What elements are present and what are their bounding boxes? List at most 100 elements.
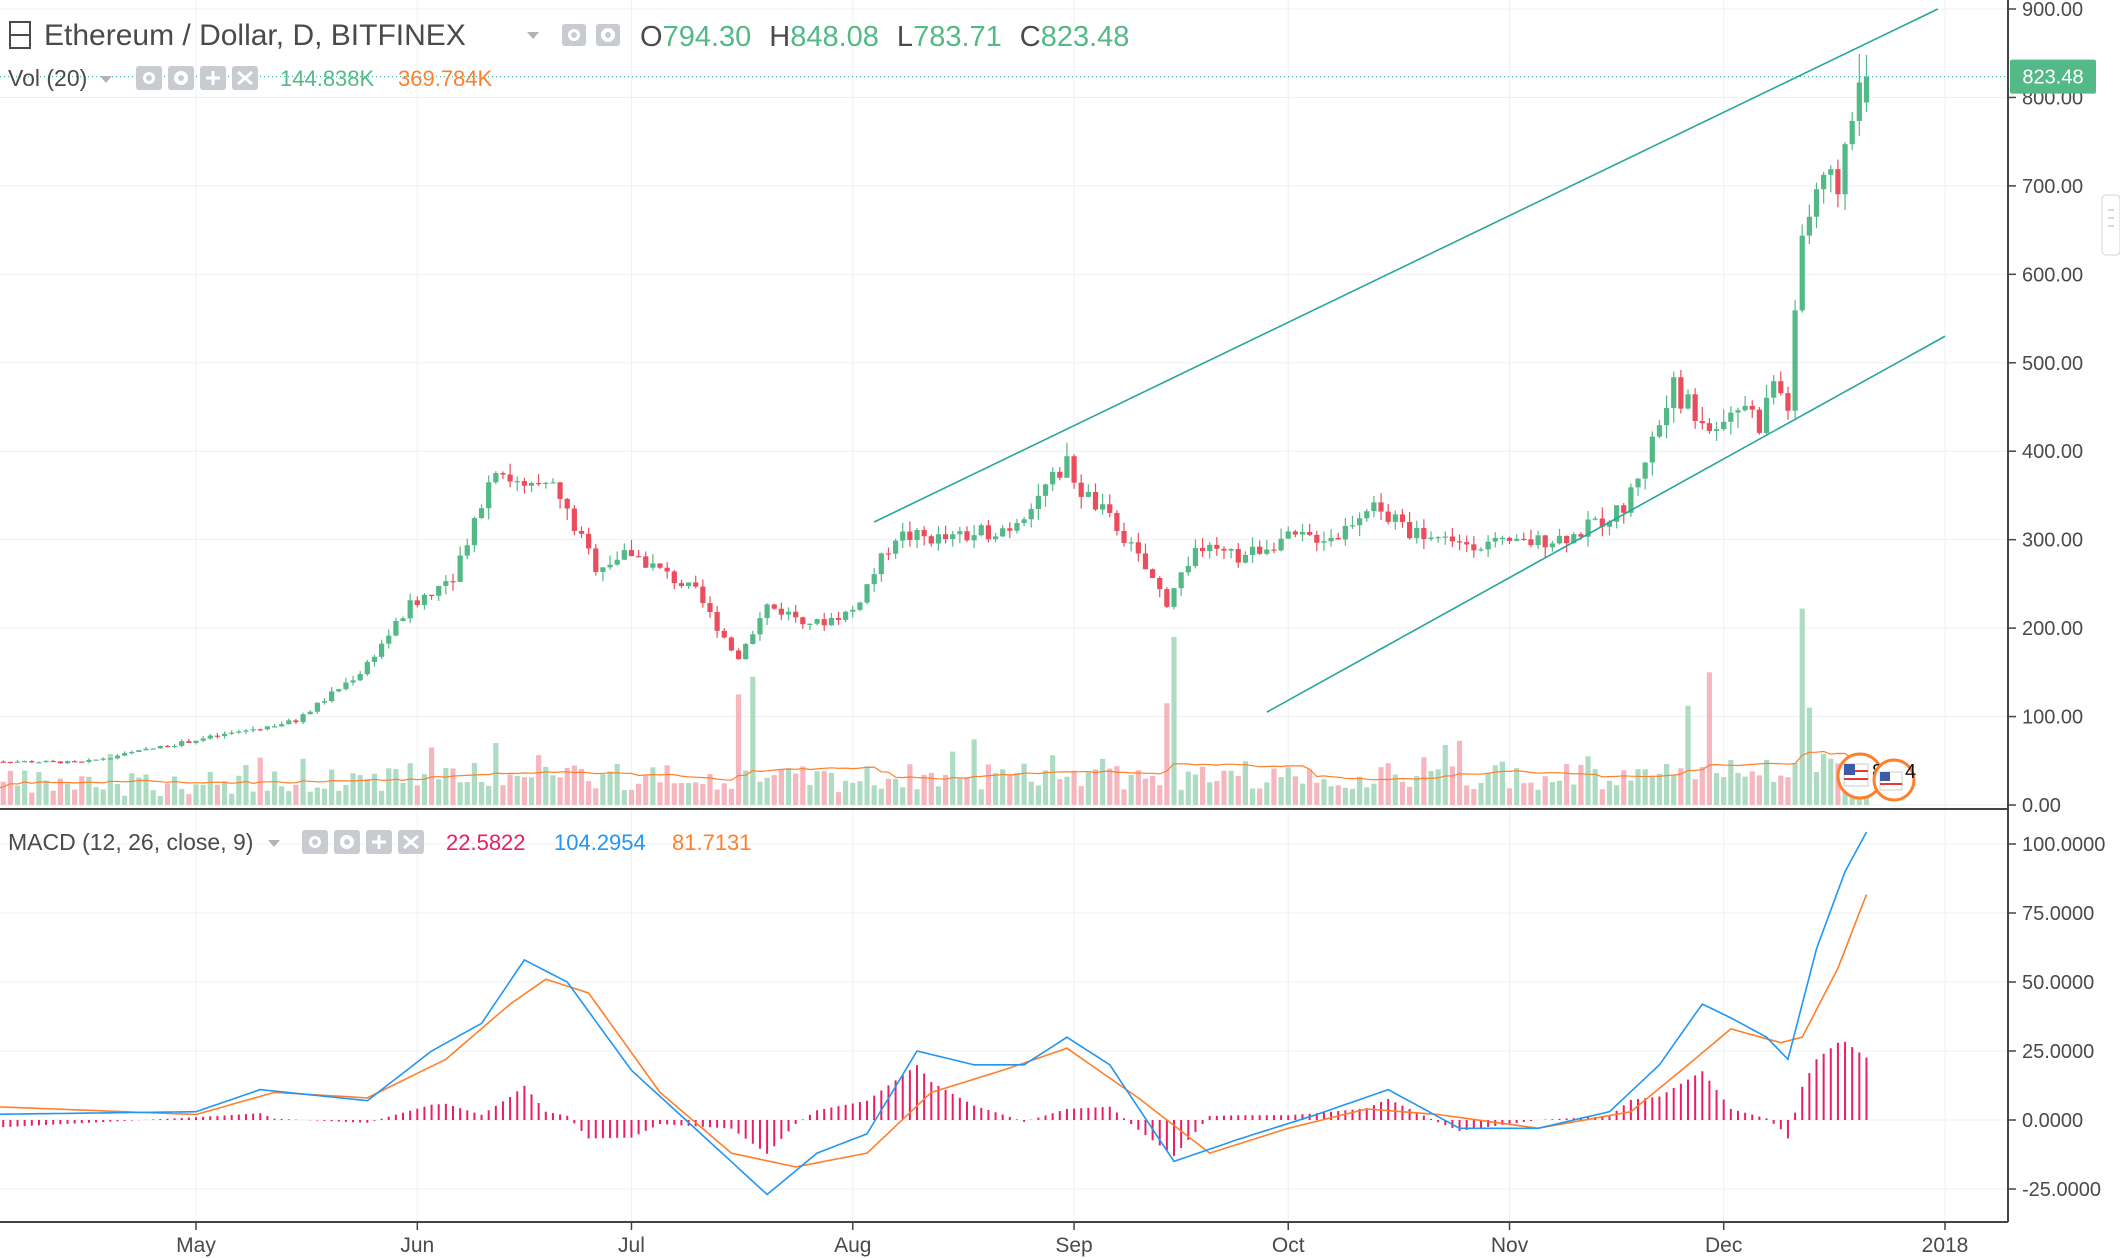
candle-body: [628, 550, 635, 557]
trendline-upper[interactable]: [873, 8, 1939, 523]
price-axis-label: 700.00: [2022, 176, 2083, 198]
time-axis-label: May: [176, 1234, 216, 1257]
volume-bar: [871, 785, 877, 805]
trendlines[interactable]: [873, 8, 1946, 713]
volume-bar: [1192, 774, 1199, 805]
macd-remove-icon[interactable]: [398, 830, 424, 854]
candle-body: [321, 701, 328, 703]
dividends-badge[interactable]: 4: [1872, 758, 1916, 802]
volume-bar: [1749, 771, 1755, 805]
volume-add-icon[interactable]: [200, 66, 226, 90]
candle-body: [1521, 538, 1527, 541]
candle-body: [671, 571, 677, 584]
volume-bar: [1564, 764, 1570, 805]
macd-study-label[interactable]: MACD (12, 26, close, 9): [8, 829, 253, 855]
ohlc-high-value: 848.08: [790, 21, 879, 53]
candle-body: [1314, 534, 1320, 543]
macd-signal-value: 81.7131: [672, 830, 752, 855]
candle-body: [685, 582, 692, 586]
symbol-title[interactable]: Ethereum / Dollar, D, BITFINEX: [44, 19, 466, 52]
volume-visibility-icon[interactable]: [136, 66, 162, 90]
ohlc-close-value: 823.48: [1041, 21, 1130, 53]
macd-line-value: 104.2954: [554, 830, 646, 855]
volume-bar: [1478, 782, 1484, 805]
macd-axis[interactable]: 100.0000 75.0000 50.0000 25.0000 0.0000 -25.0…: [2008, 834, 2105, 1201]
volume-bar: [1228, 770, 1234, 805]
candle-body: [1464, 542, 1470, 545]
price-axis[interactable]: 900.00800.00700.00600.00500.00400.00300.…: [2008, 0, 2083, 817]
candle-body: [1499, 537, 1505, 539]
volume-bar: [393, 768, 399, 805]
volume-bar: [571, 765, 577, 805]
volume-bar: [350, 773, 356, 805]
volume-bar: [171, 776, 178, 805]
volume-bar: [586, 781, 592, 805]
volume-bar: [421, 774, 428, 805]
volume-bar: [1264, 782, 1270, 805]
candle-body: [700, 586, 706, 604]
trendline-lower[interactable]: [1266, 335, 1946, 713]
candle-body: [1749, 405, 1755, 410]
candle-body: [764, 604, 770, 619]
candle-body: [1785, 393, 1791, 411]
volume-bar: [921, 774, 927, 805]
volume-bar: [664, 765, 670, 805]
volume-bar: [1799, 608, 1805, 805]
candle-body: [393, 621, 399, 636]
volume-bar: [1449, 766, 1456, 805]
candle-body: [64, 761, 71, 764]
candle-body: [564, 498, 570, 509]
volume-bar: [343, 784, 349, 805]
volume-dropdown-icon[interactable]: [100, 76, 112, 83]
candle-body: [1078, 482, 1084, 497]
candle-body: [1092, 492, 1099, 510]
candle-body: [1528, 539, 1534, 546]
candle-body: [1663, 408, 1670, 426]
volume-bar: [1307, 769, 1313, 805]
volume-bar: [1556, 780, 1563, 805]
candle-body: [1307, 531, 1313, 535]
price-scale-handle[interactable]: [2101, 194, 2120, 256]
macd-axis-label: 100.0000: [2022, 834, 2105, 856]
symbol-visibility-icon[interactable]: [562, 24, 586, 46]
time-axis[interactable]: May Jun Jul Aug Sep Oct Nov Dec 2018: [176, 1222, 1968, 1257]
volume-bar: [1207, 782, 1213, 805]
macd-dropdown-icon[interactable]: [268, 840, 280, 847]
volume-remove-icon[interactable]: [232, 66, 258, 90]
volume-bar: [143, 774, 149, 805]
candle-body: [164, 745, 171, 748]
candle-body: [1192, 547, 1199, 567]
candle-body: [1035, 495, 1041, 510]
candle-body: [1121, 530, 1127, 543]
volume-bar: [478, 782, 485, 805]
volume-bar: [557, 777, 563, 805]
symbol-dropdown-icon[interactable]: [527, 32, 539, 39]
candle-body: [935, 534, 942, 544]
volume-bar: [1763, 759, 1770, 805]
macd-add-icon[interactable]: [366, 830, 392, 854]
candle-body: [1328, 537, 1334, 542]
candle-body: [1257, 546, 1263, 554]
volume-bar: [307, 791, 313, 805]
candle-body: [1050, 471, 1056, 485]
volume-bar: [1528, 782, 1534, 805]
candle-body: [229, 732, 235, 734]
volume-bar: [1171, 636, 1177, 805]
symbol-settings-icon[interactable]: [596, 24, 620, 46]
candle-body: [735, 650, 742, 660]
volume-bar: [471, 763, 478, 805]
volume-bar: [1578, 764, 1584, 805]
candle-body: [1706, 423, 1713, 431]
candle-body: [521, 481, 527, 486]
candle-body: [550, 482, 556, 484]
candle-body: [1813, 189, 1820, 217]
candle-body: [200, 738, 206, 741]
candle-body: [1414, 527, 1420, 539]
macd-settings-icon[interactable]: [334, 830, 360, 854]
ohlc-open-label: O: [640, 21, 663, 53]
candle-body: [1606, 521, 1613, 527]
volume-study-label[interactable]: Vol (20): [8, 65, 87, 91]
macd-visibility-icon[interactable]: [302, 830, 328, 854]
volume-settings-icon[interactable]: [168, 66, 194, 90]
